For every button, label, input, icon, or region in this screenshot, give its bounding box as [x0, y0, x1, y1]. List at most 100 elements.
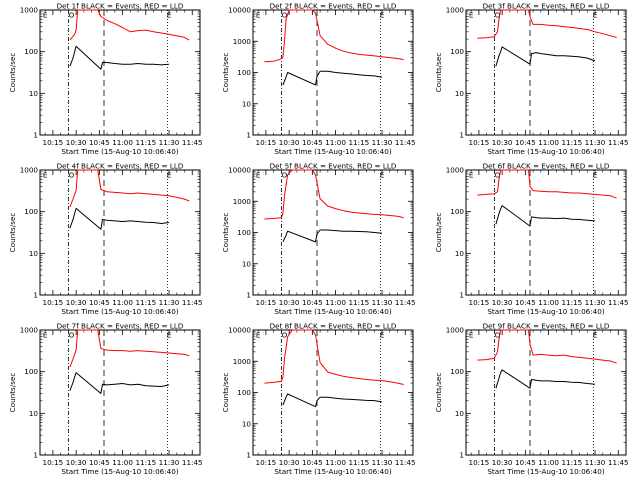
x-tick-label: 11:00 — [325, 458, 346, 467]
y-tick-label: 10 — [29, 89, 39, 98]
event-marker: O — [282, 11, 288, 20]
event-marker: E — [469, 331, 474, 340]
x-tick-label: 11:45 — [608, 298, 629, 307]
event-marker: O — [69, 331, 75, 340]
y-tick-label: 1 — [459, 291, 464, 300]
chart-title: Det 6f BLACK = Events, RED = LLD — [483, 162, 610, 171]
y-tick-label: 10 — [455, 249, 465, 258]
plot-frame — [465, 329, 627, 456]
event-marker: E — [43, 171, 48, 180]
plot-frame — [465, 169, 627, 296]
chart-panel-1: Det 1f BLACK = Events, RED = LLD 1 10 100 10… — [8, 2, 203, 157]
x-tick-label: 11:30 — [585, 138, 606, 147]
plot-frame — [465, 9, 627, 136]
y-tick-label: 1000 — [20, 166, 39, 175]
x-tick-label: 10:45 — [515, 458, 536, 467]
x-tick-label: 11:30 — [372, 138, 393, 147]
x-tick-label: 10:15 — [469, 138, 490, 147]
x-tick-label: 10:15 — [469, 298, 490, 307]
x-tick-label: 11:00 — [538, 138, 559, 147]
event-marker: O — [495, 171, 501, 180]
x-tick-label: 10:45 — [89, 298, 110, 307]
event-marker: E — [380, 11, 385, 20]
y-tick-label: 10 — [455, 409, 465, 418]
y-tick-label: 10 — [29, 409, 39, 418]
x-tick-label: 10:45 — [302, 138, 323, 147]
x-tick-label: 11:15 — [135, 458, 156, 467]
x-tick-label: 11:15 — [348, 298, 369, 307]
x-tick-label: 10:45 — [89, 458, 110, 467]
chart-title: Det 8f BLACK = Events, RED = LLD — [270, 322, 397, 331]
y-tick-label: 1 — [246, 291, 251, 300]
y-tick-label: 10000 — [228, 6, 251, 15]
x-tick-label: 10:30 — [279, 298, 300, 307]
event-marker: O — [282, 171, 288, 180]
y-axis-label: Counts/sec — [8, 53, 17, 93]
event-marker: E — [256, 331, 261, 340]
chart-panel-7: Det 7f BLACK = Events, RED = LLD 1 10 100 10… — [8, 322, 203, 477]
y-tick-label: 1 — [459, 131, 464, 140]
y-tick-label: 100 — [450, 367, 464, 376]
event-marker: E — [469, 11, 474, 20]
chart-panel-6: Det 6f BLACK = Events, RED = LLD 1 10 100 10… — [434, 162, 629, 317]
x-tick-label: 11:00 — [112, 138, 133, 147]
y-tick-label: 1000 — [446, 6, 465, 15]
y-tick-label: 1000 — [233, 37, 252, 46]
x-tick-label: 11:15 — [561, 138, 582, 147]
y-tick-label: 10000 — [228, 166, 251, 175]
x-tick-label: 10:30 — [492, 458, 513, 467]
chart-panel-2: Det 2f BLACK = Events, RED = LLD 1 10 100 10… — [221, 2, 416, 157]
x-tick-label: 10:45 — [515, 138, 536, 147]
chart-title: Det 7f BLACK = Events, RED = LLD — [57, 322, 184, 331]
series-line-lld — [264, 169, 404, 220]
x-tick-label: 11:30 — [372, 298, 393, 307]
y-tick-label: 100 — [237, 388, 251, 397]
y-tick-label: 1 — [33, 291, 38, 300]
y-tick-label: 10 — [455, 89, 465, 98]
y-tick-label: 10 — [29, 249, 39, 258]
x-tick-label: 10:30 — [66, 458, 87, 467]
chart-title: Det 2f BLACK = Events, RED = LLD — [270, 2, 397, 11]
x-tick-label: 11:45 — [182, 458, 203, 467]
x-tick-label: 10:15 — [43, 138, 64, 147]
series-line-events — [495, 46, 596, 67]
x-tick-label: 10:15 — [256, 138, 277, 147]
x-axis-label: Start Time (15-Aug-10 10:06:40) — [274, 147, 391, 156]
x-tick-label: 11:45 — [182, 298, 203, 307]
event-marker: O — [282, 331, 288, 340]
series-line-lld — [264, 329, 404, 385]
x-tick-label: 10:30 — [66, 298, 87, 307]
y-axis-label: Counts/sec — [221, 373, 230, 413]
event-marker: O — [69, 11, 75, 20]
chart-panel-8: Det 8f BLACK = Events, RED = LLD 1 10 100 10… — [221, 322, 416, 477]
y-axis-label: Counts/sec — [221, 53, 230, 93]
y-tick-label: 10 — [242, 99, 252, 108]
y-tick-label: 10 — [242, 419, 252, 428]
x-tick-label: 10:45 — [89, 138, 110, 147]
plot-frame — [39, 9, 201, 136]
series-line-events — [495, 369, 596, 389]
y-tick-label: 1 — [246, 451, 251, 460]
x-tick-label: 11:30 — [585, 298, 606, 307]
event-marker: E — [593, 11, 598, 20]
y-tick-label: 100 — [450, 207, 464, 216]
series-line-lld — [69, 169, 190, 208]
x-axis-label: Start Time (15-Aug-10 10:06:40) — [61, 467, 178, 476]
event-marker: E — [380, 331, 385, 340]
x-tick-label: 11:45 — [608, 458, 629, 467]
x-tick-label: 11:00 — [112, 458, 133, 467]
x-axis-label: Start Time (15-Aug-10 10:06:40) — [61, 147, 178, 156]
x-tick-label: 11:15 — [561, 458, 582, 467]
x-tick-label: 10:15 — [469, 458, 490, 467]
x-axis-label: Start Time (15-Aug-10 10:06:40) — [487, 307, 604, 316]
x-tick-label: 10:30 — [66, 138, 87, 147]
series-line-lld — [69, 9, 190, 41]
x-tick-label: 11:45 — [395, 458, 416, 467]
series-line-events — [282, 393, 383, 408]
y-tick-label: 1 — [459, 451, 464, 460]
event-marker: E — [43, 11, 48, 20]
x-tick-label: 11:15 — [561, 298, 582, 307]
x-tick-label: 10:15 — [256, 458, 277, 467]
chart-title: Det 5f BLACK = Events, RED = LLD — [270, 162, 397, 171]
y-axis-label: Counts/sec — [434, 53, 443, 93]
